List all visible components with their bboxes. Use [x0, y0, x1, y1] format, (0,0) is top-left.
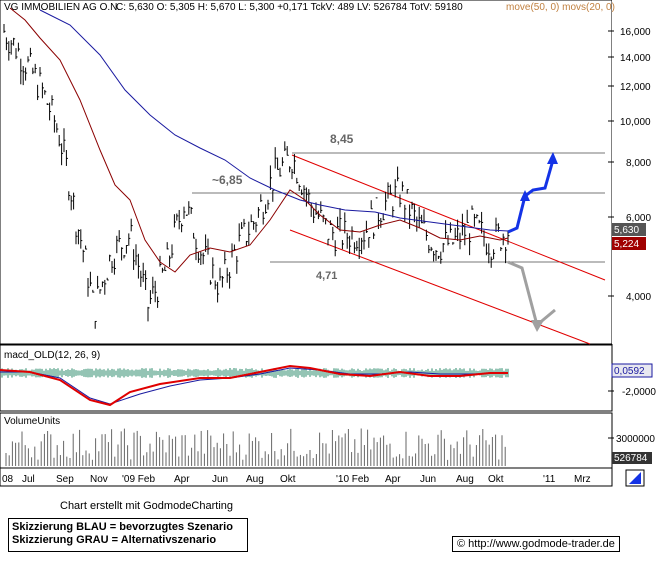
- time-tick: Apr: [385, 474, 401, 485]
- macd-value: 0,0592: [614, 366, 645, 377]
- ma-20-line: [9, 7, 509, 273]
- time-tick: Mrz: [574, 474, 591, 485]
- volume-value: 526784: [614, 453, 648, 464]
- macd-line: [0, 364, 508, 407]
- time-tick: Jun: [420, 474, 436, 485]
- time-tick: '11: [543, 474, 556, 485]
- volume-bars: [5, 428, 506, 466]
- legend-blue: Skizzierung BLAU = bevorzugtes Szenario: [12, 521, 233, 533]
- ma-value: 5,224: [614, 239, 639, 250]
- price-panel: [0, 0, 613, 345]
- header-instrument: VG IMMOBILIEN AG O.N.: [4, 2, 120, 13]
- grey-scenario-path: [507, 260, 556, 328]
- time-tick: '10 Feb: [336, 474, 369, 485]
- header-ma-labels: move(50, 0) movs(20, 0): [506, 2, 615, 13]
- legend-box: Skizzierung BLAU = bevorzugtes Szenario …: [8, 518, 248, 552]
- ma-value-badge: [612, 237, 646, 250]
- time-tick: Okt: [488, 474, 504, 485]
- price-tick: 14,000: [620, 53, 651, 64]
- label-8-45: 8,45: [330, 132, 354, 146]
- time-tick: Jun: [212, 474, 228, 485]
- time-tick: Aug: [456, 474, 474, 485]
- time-tick: Aug: [246, 474, 264, 485]
- price-tick: 6,000: [626, 213, 651, 224]
- header-quote: C: 5,630 O: 5,305 H: 5,670 L: 5,300 +0,1…: [116, 2, 463, 13]
- last-price-badge: [612, 223, 646, 236]
- time-tick: '09 Feb: [122, 474, 155, 485]
- blue-scenario-arrowhead: [520, 190, 530, 201]
- macd-tick: -2,0000: [622, 387, 656, 398]
- time-tick: Okt: [280, 474, 296, 485]
- time-tick: Jul: [22, 474, 35, 485]
- time-tick: Nov: [90, 474, 108, 485]
- label-6-85: ~6,85: [212, 173, 243, 187]
- time-tick: Sep: [56, 474, 74, 485]
- blue-scenario-arrowhead: [547, 152, 558, 164]
- price-tick: 4,000: [626, 292, 651, 303]
- price-tick: 10,000: [620, 117, 651, 128]
- macd-title: macd_OLD(12, 26, 9): [4, 350, 100, 361]
- volume-value-badge: [612, 452, 652, 464]
- price-tick: 16,000: [620, 27, 651, 38]
- ma-50-line: [39, 9, 509, 232]
- time-tick: 08: [2, 474, 14, 485]
- price-tick: 12,000: [620, 82, 651, 93]
- time-axis: [0, 467, 613, 487]
- time-tick: Apr: [174, 474, 190, 485]
- volume-title: VolumeUnits: [4, 416, 60, 427]
- logo-icon: [629, 472, 641, 484]
- price-axis-area: [612, 0, 658, 344]
- url-box[interactable]: © http://www.godmode-trader.de: [452, 536, 620, 552]
- last-price-value: 5,630: [614, 225, 639, 236]
- label-4-71: 4,71: [316, 270, 337, 282]
- legend-grey: Skizzierung GRAU = Alternativszenario: [12, 534, 217, 546]
- site-url[interactable]: http://www.godmode-trader.de: [468, 538, 615, 550]
- credit-text: Chart erstellt mit GodmodeCharting: [60, 500, 234, 512]
- macd-value-badge: [611, 363, 653, 378]
- blue-scenario-path: [507, 159, 555, 234]
- copyright-icon: ©: [457, 538, 466, 550]
- price-bars: [3, 23, 510, 329]
- price-tick: 8,000: [626, 158, 651, 169]
- grey-scenario-arrowhead: [531, 320, 544, 332]
- macd-panel: [0, 344, 613, 412]
- volume-tick: 3000000: [616, 434, 655, 445]
- volume-panel: [0, 412, 613, 469]
- channel-upper: [291, 154, 606, 281]
